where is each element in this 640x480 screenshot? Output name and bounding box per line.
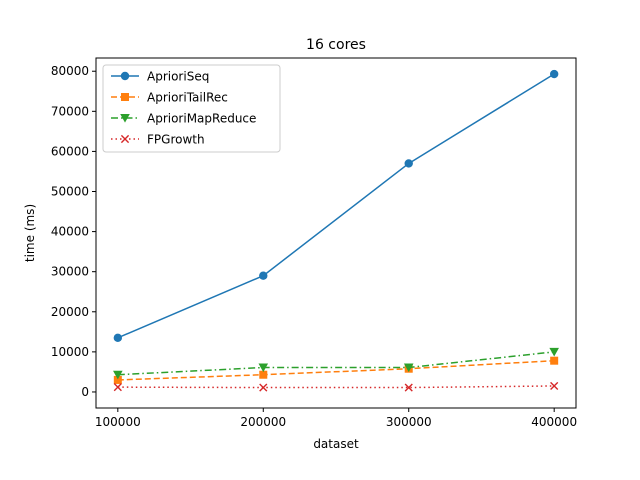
legend-item: AprioriMapReduce (111, 112, 256, 126)
y-tick-label: 60000 (51, 144, 89, 158)
data-point (259, 383, 268, 392)
data-point (113, 333, 123, 343)
y-tick-label: 30000 (51, 265, 89, 279)
legend: AprioriSeq AprioriTailRec AprioriMapReduce… (102, 64, 281, 153)
series-line (117, 73, 555, 339)
series-line (117, 385, 555, 389)
data-point (550, 381, 559, 391)
series-AprioriSeq (113, 69, 559, 343)
x-tick-label: 300000 (386, 415, 432, 429)
data-point (550, 356, 559, 365)
legend-marker (121, 93, 129, 101)
legend-marker (120, 114, 130, 123)
y-tick-label: 10000 (51, 345, 89, 359)
y-tick-label: 40000 (51, 225, 89, 239)
y-tick-label: 20000 (51, 305, 89, 319)
y-tick-label: 70000 (51, 104, 89, 118)
legend-label: AprioriSeq (147, 70, 209, 84)
legend-label: AprioriTailRec (147, 91, 228, 105)
series-FPGrowth (113, 381, 559, 392)
x-tick-label: 200000 (240, 415, 286, 429)
legend-label: AprioriMapReduce (147, 112, 256, 126)
data-point (113, 383, 122, 392)
data-point (259, 370, 268, 379)
data-point (113, 375, 122, 384)
data-point (403, 363, 414, 373)
chart-title: 16 cores (306, 37, 366, 53)
legend-marker (120, 71, 130, 81)
x-tick-label: 400000 (531, 415, 577, 429)
data-point (404, 383, 413, 392)
series-line (117, 351, 555, 376)
y-axis-label: time (ms) (23, 204, 37, 262)
y-tick-label: 80000 (51, 64, 89, 78)
series-AprioriMapReduce (113, 347, 559, 380)
legend-item: AprioriTailRec (111, 91, 228, 105)
legend-marker (120, 134, 130, 144)
legend-box (102, 64, 281, 153)
x-tick-label: 100000 (95, 415, 141, 429)
data-point (404, 159, 413, 168)
data-point (259, 271, 268, 280)
plot-frame (95, 57, 577, 409)
y-tick-label: 0 (81, 385, 89, 399)
y-axis: 0 10000 20000 30000 40000 50000 60000 70000 8000… (51, 64, 96, 399)
legend-item: FPGrowth (111, 133, 205, 147)
data-point (113, 370, 123, 380)
data-point (549, 347, 559, 357)
series-layer (113, 69, 559, 392)
data-point (549, 69, 559, 79)
x-axis: 100000 200000 300000 400000 (95, 408, 577, 429)
legend-item: AprioriSeq (111, 70, 209, 84)
x-axis-label: dataset (313, 437, 359, 451)
series-line (117, 359, 555, 381)
legend-label: FPGrowth (147, 133, 205, 147)
data-point (258, 363, 269, 373)
y-tick-label: 50000 (51, 185, 89, 199)
